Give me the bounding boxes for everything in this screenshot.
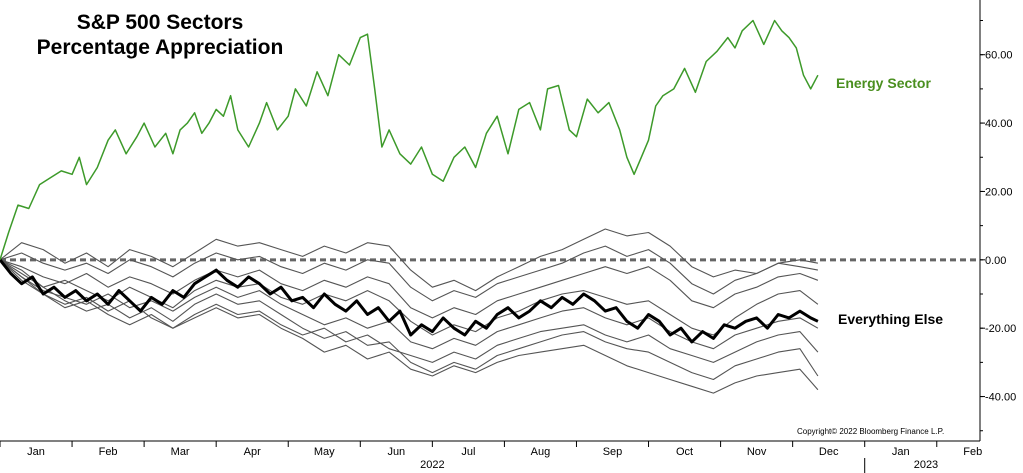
chart-title-line1: S&P 500 Sectors: [77, 11, 244, 34]
everything-else-label: Everything Else: [838, 311, 943, 327]
copyright-text: Copyright© 2022 Bloomberg Finance L.P.: [797, 427, 944, 436]
x-tick-label: Jan: [27, 446, 45, 458]
x-tick-label: Oct: [676, 446, 693, 458]
x-tick-label: Dec: [819, 446, 839, 458]
x-tick-label: Feb: [963, 446, 982, 458]
x-tick-label: Apr: [244, 446, 261, 458]
x-tick-label: Sep: [603, 446, 623, 458]
series-layer: [0, 21, 818, 394]
chart-title-line2: Percentage Appreciation: [37, 36, 284, 59]
y-tick-label: 40.00: [985, 118, 1013, 130]
sector-line-6: [0, 260, 818, 363]
x-tick-label: Mar: [171, 446, 190, 458]
energy-sector-label: Energy Sector: [836, 75, 931, 91]
y-tick-label: 20.00: [985, 186, 1013, 198]
x-tick-label: Jul: [461, 446, 475, 458]
y-tick-label: 60.00: [985, 50, 1013, 62]
sector-line-4: [0, 260, 818, 335]
y-tick-label: 0.00: [985, 255, 1006, 267]
y-tick-label: -40.00: [985, 392, 1016, 404]
year-label-2022: 2022: [420, 459, 444, 471]
x-tick-label: Nov: [747, 446, 767, 458]
x-tick-label: Jun: [387, 446, 405, 458]
x-tick-label: Jan: [892, 446, 910, 458]
y-tick-label: -20.00: [985, 323, 1016, 335]
x-tick-label: Aug: [531, 446, 551, 458]
year-label-2023: 2023: [914, 459, 938, 471]
x-tick-label: May: [314, 446, 335, 458]
x-tick-label: Feb: [99, 446, 118, 458]
